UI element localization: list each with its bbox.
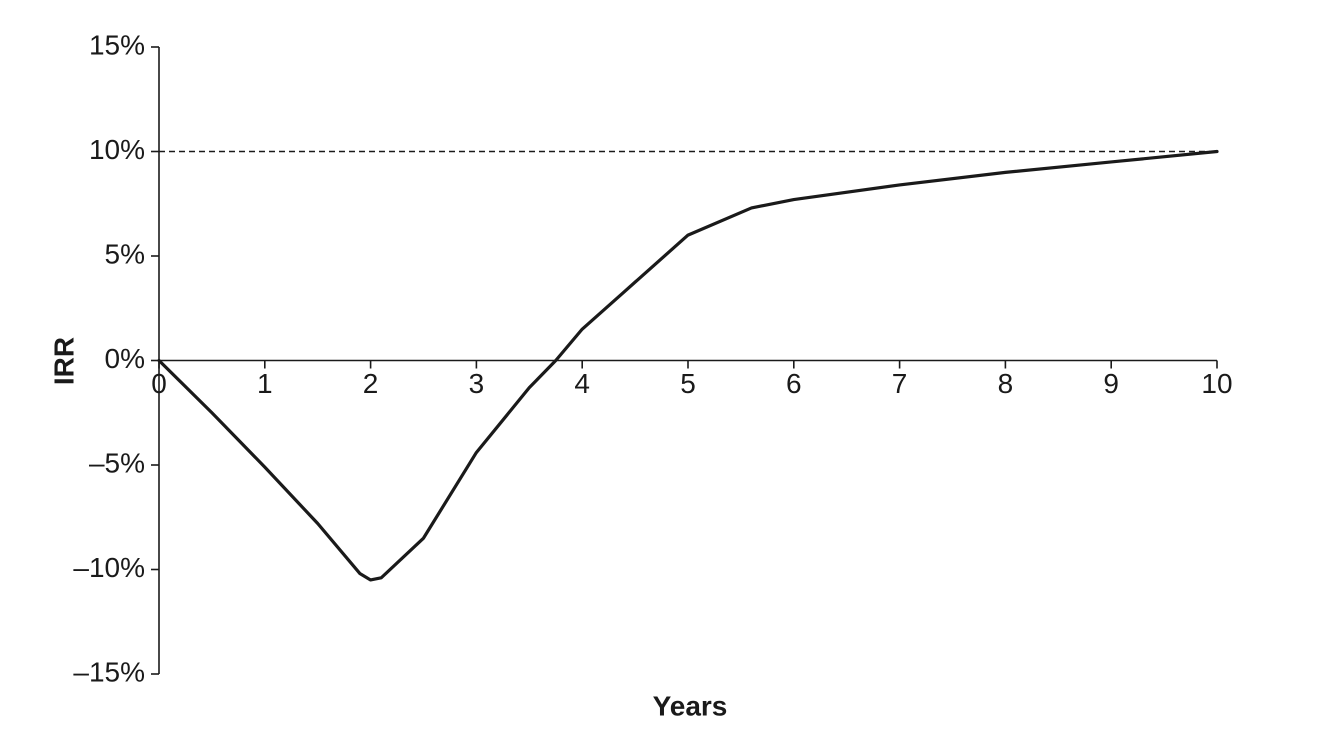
y-tick-label: 15% (89, 29, 145, 60)
y-tick-label: 0% (105, 343, 145, 374)
x-tick-label: 8 (998, 368, 1014, 399)
x-tick-label: 7 (892, 368, 908, 399)
line-series (157, 149, 1219, 582)
x-tick-label: 4 (574, 368, 590, 399)
x-tick-label: 9 (1103, 368, 1119, 399)
x-tick-label: 3 (469, 368, 485, 399)
y-tick-label: –10% (73, 552, 145, 583)
x-tick-label: 5 (680, 368, 696, 399)
y-tick-label: –15% (73, 656, 145, 687)
y-axis-label: IRR (48, 337, 79, 385)
x-tick-label: 6 (786, 368, 802, 399)
y-tick-label: 10% (89, 134, 145, 165)
x-tick-label: 2 (363, 368, 379, 399)
x-tick-label: 1 (257, 368, 273, 399)
y-tick-label: –5% (89, 447, 145, 478)
x-tick-label: 0 (151, 368, 167, 399)
x-axis-label: Years (653, 690, 728, 721)
y-tick-label: 5% (105, 238, 145, 269)
x-tick-label: 10 (1201, 368, 1232, 399)
